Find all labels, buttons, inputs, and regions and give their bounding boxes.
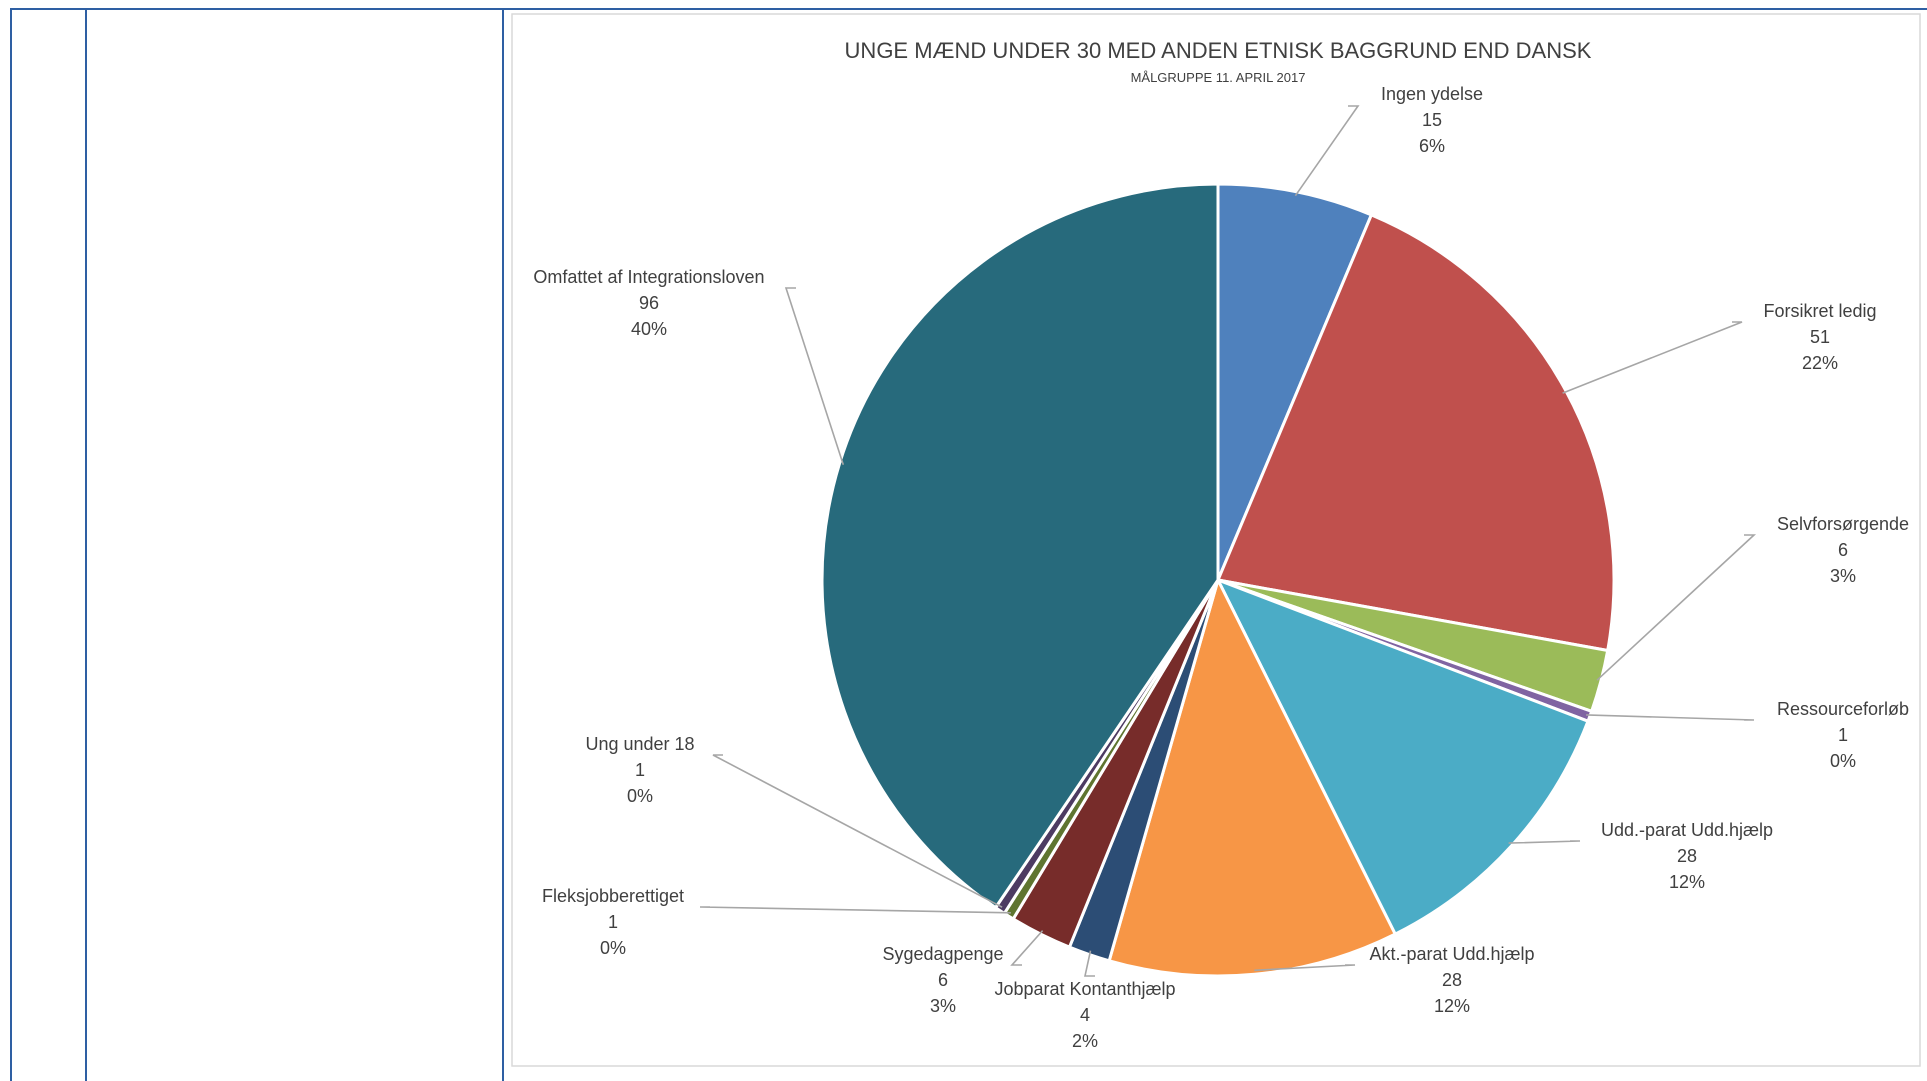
slice-percent: 0% <box>600 938 626 958</box>
slice-name: Omfattet af Integrationsloven <box>533 267 764 287</box>
pie-slice <box>1107 575 1398 978</box>
leader-line <box>1084 950 1095 977</box>
slice-name: Fleksjobberettiget <box>542 886 684 906</box>
slice-percent: 22% <box>1802 353 1838 373</box>
chart-subtitle: MÅLGRUPPE 11. APRIL 2017 <box>1131 70 1306 85</box>
slice-percent: 40% <box>631 319 667 339</box>
slice-label: Jobparat Kontanthjælp 4 2% <box>994 979 1175 1051</box>
leader-line <box>1294 105 1360 197</box>
leader-line <box>1586 714 1755 721</box>
slice-value: 28 <box>1442 970 1462 990</box>
slice-label: Forsikret ledig 51 22% <box>1763 301 1876 373</box>
leader-line <box>1508 840 1581 844</box>
slice-label: Akt.-parat Udd.hjælp 28 12% <box>1369 944 1534 1016</box>
table-top-border <box>12 8 1927 10</box>
slice-label: Omfattet af Integrationsloven 96 40% <box>533 267 764 339</box>
table-column-border-2 <box>85 8 87 1081</box>
slice-value: 28 <box>1677 846 1697 866</box>
slice-name: Sygedagpenge <box>882 944 1003 964</box>
leader-line <box>699 906 1011 914</box>
slice-value: 1 <box>608 912 618 932</box>
pie-slice <box>1216 182 1374 581</box>
slice-value: 1 <box>1838 725 1848 745</box>
slice-name: Forsikret ledig <box>1763 301 1876 321</box>
data-labels: Ingen ydelse 15 6% Forsikret ledig 51 22% Selv… <box>533 84 1909 1051</box>
slice-name: Jobparat Kontanthjælp <box>994 979 1175 999</box>
leader-line <box>1010 930 1044 966</box>
slice-label: Ressourceforløb 1 0% <box>1777 699 1909 771</box>
pie-slice <box>1214 577 1590 937</box>
slice-name: Udd.-parat Udd.hjælp <box>1601 820 1773 840</box>
leader-line <box>784 287 845 466</box>
slice-value: 96 <box>639 293 659 313</box>
slice-percent: 0% <box>1830 751 1856 771</box>
slice-label: Ung under 18 1 0% <box>585 734 694 806</box>
leader-line <box>1596 534 1757 681</box>
slice-value: 6 <box>938 970 948 990</box>
chart-title: UNGE MÆND UNDER 30 MED ANDEN ETNISK BAGG… <box>845 38 1592 63</box>
leader-line <box>1254 964 1356 972</box>
slice-name: Ung under 18 <box>585 734 694 754</box>
slice-name: Ingen ydelse <box>1381 84 1483 104</box>
slice-percent: 2% <box>1072 1031 1098 1051</box>
slice-label: Fleksjobberettiget 1 0% <box>542 886 684 958</box>
slice-percent: 6% <box>1419 136 1445 156</box>
slice-value: 6 <box>1838 540 1848 560</box>
slice-label: Udd.-parat Udd.hjælp 28 12% <box>1601 820 1773 892</box>
slice-percent: 12% <box>1434 996 1470 1016</box>
slice-percent: 12% <box>1669 872 1705 892</box>
slice-label: Selvforsørgende 6 3% <box>1777 514 1909 586</box>
slice-label: Sygedagpenge 6 3% <box>882 944 1003 1016</box>
leader-line <box>712 754 1003 908</box>
table-column-border-3 <box>502 8 504 1081</box>
slice-name: Akt.-parat Udd.hjælp <box>1369 944 1534 964</box>
leader-lines <box>699 105 1757 977</box>
pie-slice <box>820 182 1220 910</box>
pie-slices <box>820 182 1616 978</box>
slice-value: 4 <box>1080 1005 1090 1025</box>
slice-percent: 3% <box>930 996 956 1016</box>
slice-percent: 0% <box>627 786 653 806</box>
slice-value: 51 <box>1810 327 1830 347</box>
slice-label: Ingen ydelse 15 6% <box>1381 84 1483 156</box>
slice-value: 15 <box>1422 110 1442 130</box>
slice-value: 1 <box>635 760 645 780</box>
slice-percent: 3% <box>1830 566 1856 586</box>
slice-name: Selvforsørgende <box>1777 514 1909 534</box>
table-column-border-1 <box>10 8 12 1081</box>
slice-name: Ressourceforløb <box>1777 699 1909 719</box>
leader-line <box>1562 321 1743 394</box>
